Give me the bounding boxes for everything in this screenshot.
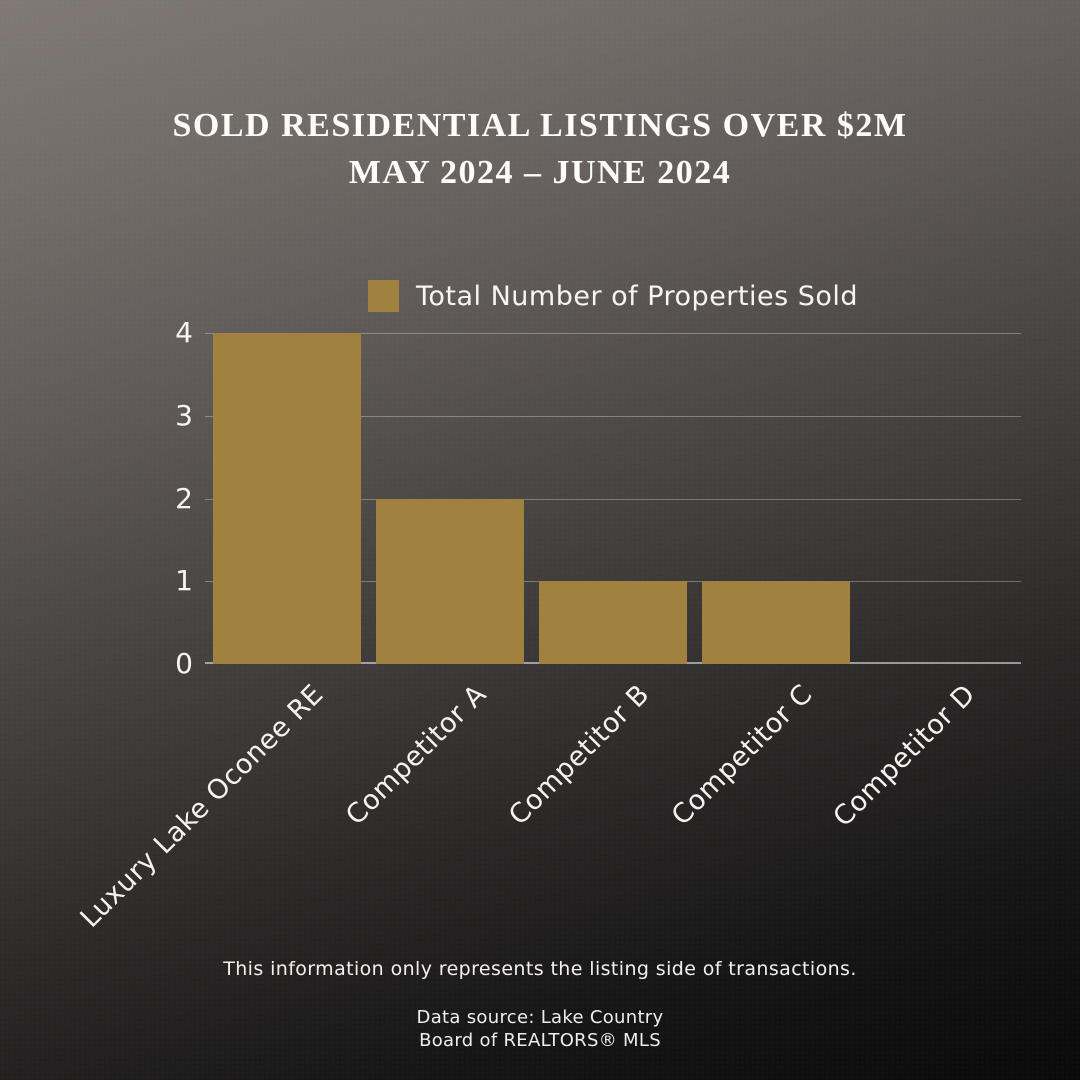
y-tick-label-4: 4 — [175, 316, 193, 349]
gridline-3 — [205, 415, 1021, 417]
bar-competitor-b — [539, 581, 687, 664]
data-source-line1: Data source: Lake Country — [416, 1007, 664, 1028]
chart-title-line2: MAY 2024 – JUNE 2024 — [348, 154, 732, 191]
x-label-competitor-c: Competitor C — [665, 678, 819, 832]
y-tick-label-2: 2 — [175, 481, 193, 515]
legend-label: Total Number of Properties Sold — [415, 280, 859, 312]
bar-competitor-c — [702, 581, 851, 664]
plot-area: 0 1 2 3 4 — [175, 316, 1021, 680]
legend-swatch-icon — [367, 280, 399, 312]
data-source-line2: Board of REALTORS® MLS — [419, 1030, 661, 1051]
x-axis-labels: Luxury Lake Oconee RE Competitor A Competi… — [74, 664, 1021, 964]
legend: Total Number of Properties Sold — [205, 276, 1021, 316]
bar-luxury-lake-oconee-re — [212, 333, 361, 664]
x-label-competitor-d: Competitor D — [827, 678, 983, 833]
gridline-4 — [205, 333, 1021, 334]
footnote: This information only represents the lis… — [223, 958, 857, 980]
y-tick-label-3: 3 — [175, 398, 193, 432]
chart-title: SOLD RESIDENTIAL LISTINGS OVER $2M MAY 2… — [0, 102, 1080, 196]
data-source: Data source: Lake Country Board of REALT… — [0, 1006, 1080, 1052]
bar-competitor-a — [375, 498, 524, 664]
y-tick-label-0: 0 — [175, 647, 193, 680]
x-label-competitor-b: Competitor B — [503, 678, 656, 832]
x-label-competitor-a: Competitor A — [339, 678, 493, 832]
x-label-luxury-lake-oconee-re: Luxury Lake Oconee RE — [74, 678, 330, 934]
chart-title-line1: SOLD RESIDENTIAL LISTINGS OVER $2M — [172, 107, 908, 144]
y-tick-label-1: 1 — [175, 564, 193, 598]
gridline-2 — [205, 498, 1021, 500]
